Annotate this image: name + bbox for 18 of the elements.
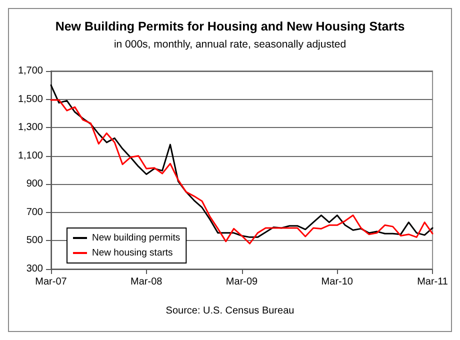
y-tick-label: 900 [26,178,44,190]
y-tick-label: 1,700 [18,66,44,76]
source-note: Source: U.S. Census Bureau [166,306,294,316]
y-tick-label: 700 [26,206,44,218]
y-tick-label: 1,300 [18,122,44,134]
chart-subtitle: in 000s, monthly, annual rate, seasonally adjusted [114,38,346,50]
legend-label: New building permits [92,232,180,244]
y-tick-label: 300 [26,264,44,274]
x-tick-label: Mar-08 [130,276,163,288]
chart-title: New Building Permits for Housing and New Housing Starts [55,20,405,34]
x-tick-label: Mar-11 [417,276,448,288]
x-tick-label: Mar-07 [35,276,68,288]
x-tick-label: Mar-09 [226,276,258,288]
x-tick-label: Mar-10 [321,276,354,288]
y-tick-label: 500 [26,235,44,246]
y-tick-label: 1,100 [18,150,44,162]
y-tick-label: 1,500 [18,94,44,105]
legend-label: New housing starts [92,248,174,258]
